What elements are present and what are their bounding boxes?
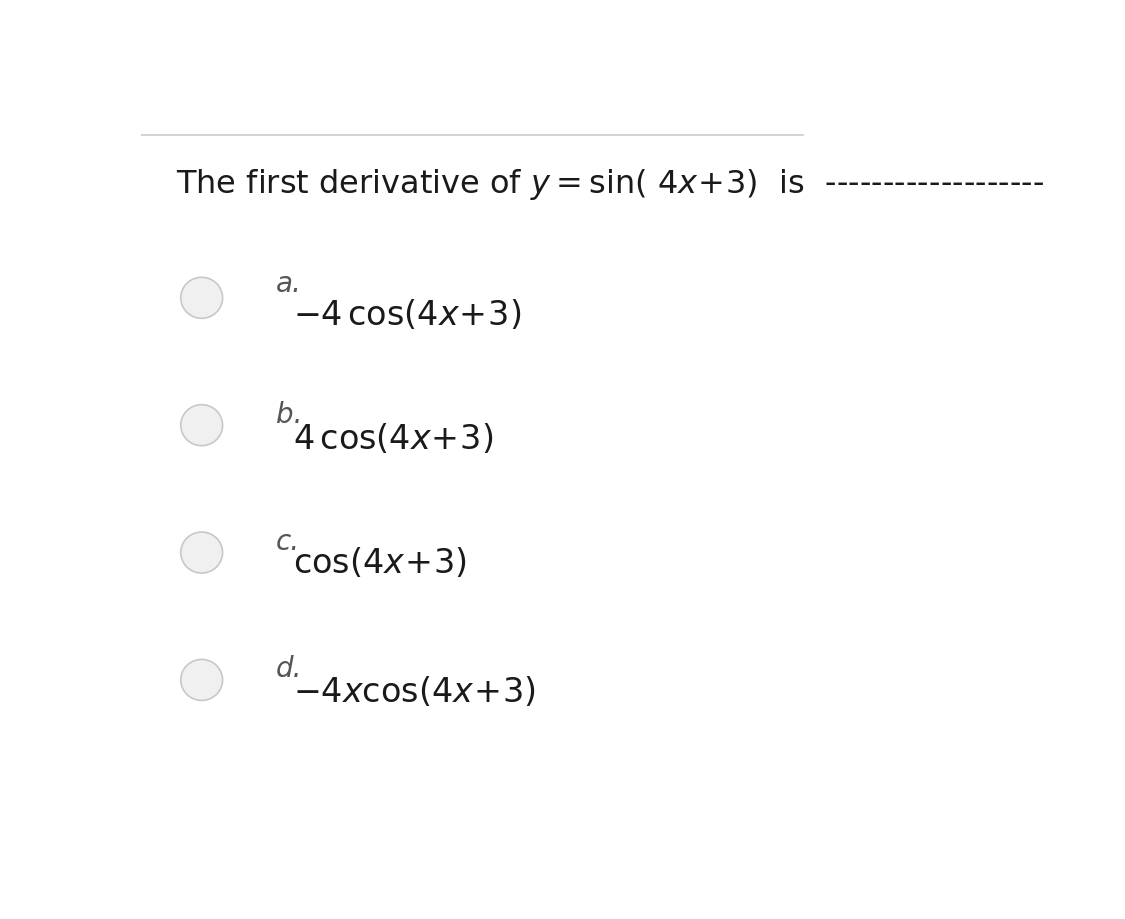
Ellipse shape: [181, 532, 223, 573]
Text: d.: d.: [276, 655, 303, 684]
Text: $\cos(4x\!+\!3)$: $\cos(4x\!+\!3)$: [294, 546, 467, 580]
Ellipse shape: [181, 660, 223, 700]
Ellipse shape: [181, 278, 223, 318]
Text: The first derivative of $y = \sin(\ 4x\!+\!3)$  is  -------------------: The first derivative of $y = \sin(\ 4x\!…: [176, 167, 1044, 202]
Text: $4\,\cos(4x\!+\!3)$: $4\,\cos(4x\!+\!3)$: [294, 423, 494, 457]
Text: c.: c.: [276, 528, 300, 556]
Text: a.: a.: [276, 269, 302, 298]
Text: b.: b.: [276, 401, 303, 428]
Ellipse shape: [181, 404, 223, 446]
Text: $-4x\cos(4x\!+\!3)$: $-4x\cos(4x\!+\!3)$: [294, 675, 536, 709]
Text: $-4\,\cos(4x\!+\!3)$: $-4\,\cos(4x\!+\!3)$: [294, 299, 522, 333]
